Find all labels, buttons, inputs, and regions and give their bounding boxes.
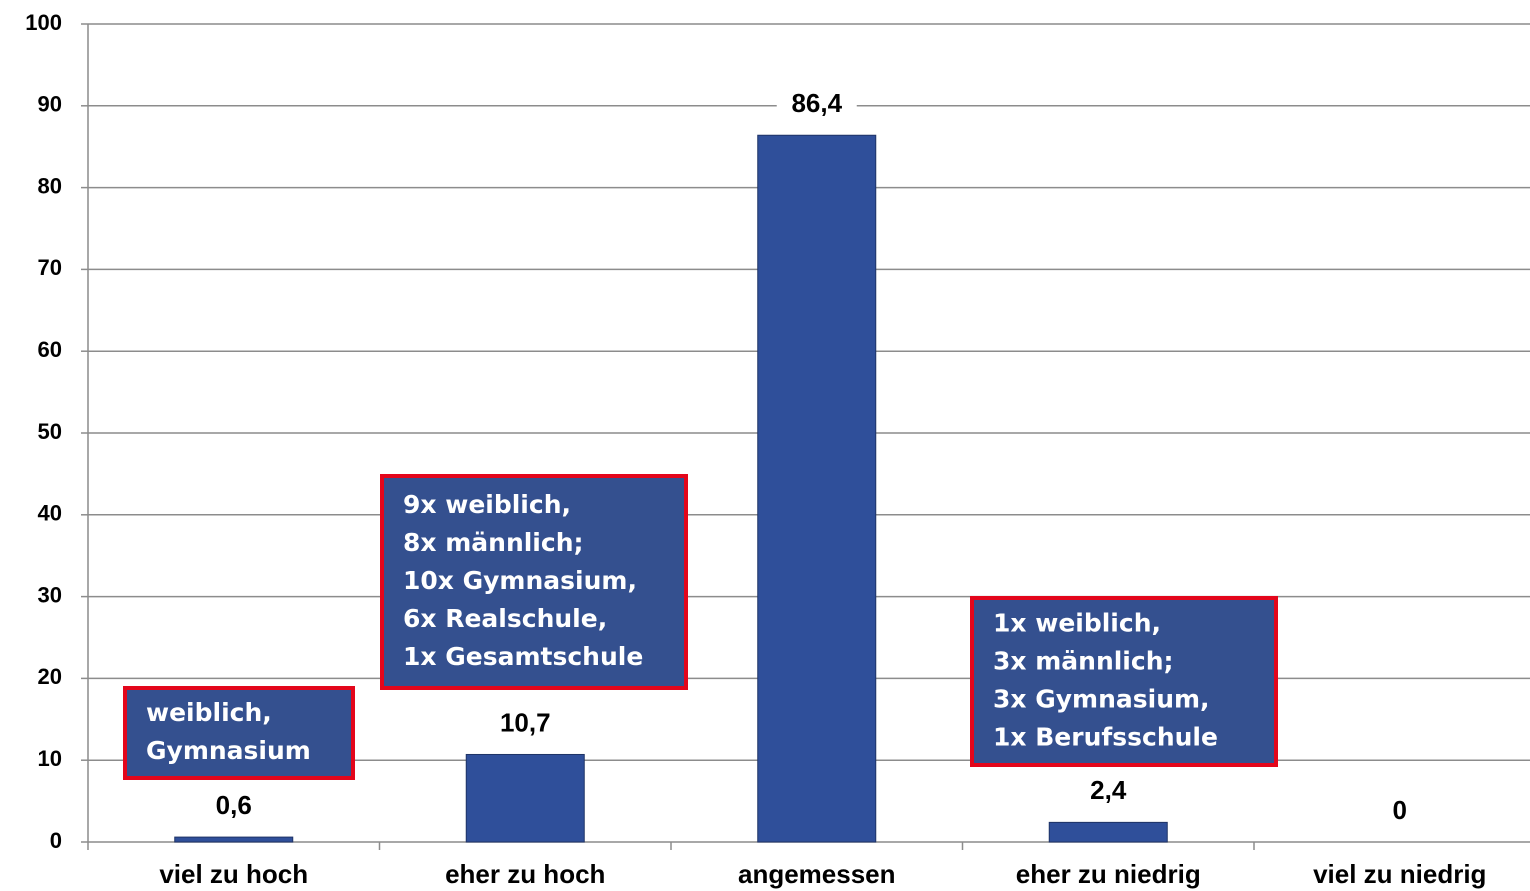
value-label-bg: [1359, 796, 1440, 828]
annotation-text: 10x Gymnasium,: [403, 566, 637, 595]
bar: [757, 134, 877, 843]
y-tick-label: 30: [38, 582, 62, 607]
y-tick-label: 60: [38, 337, 62, 362]
annotation-text: Gymnasium: [146, 736, 311, 765]
annotation-text: 1x Gesamtschule: [403, 642, 643, 671]
annotation-text: 3x Gymnasium,: [993, 685, 1210, 714]
value-label-bg: [193, 791, 274, 824]
annotation-text: weiblich,: [146, 698, 272, 727]
value-label: 0: [1393, 795, 1407, 825]
annotation-text: 3x männlich;: [993, 647, 1174, 676]
annotation-text: 1x Berufsschule: [993, 723, 1218, 752]
x-tick-label: angemessen: [738, 859, 896, 889]
annotation-box: [380, 474, 688, 690]
x-tick-label: viel zu niedrig: [1313, 859, 1486, 889]
x-tick-label: eher zu niedrig: [1016, 859, 1201, 889]
y-tick-label: 80: [38, 173, 62, 198]
bar: [465, 753, 585, 843]
annotation-text: 1x weiblich,: [993, 609, 1161, 638]
annotation-text: 6x Realschule,: [403, 604, 607, 633]
y-tick-label: 70: [38, 255, 62, 280]
value-label: 86,4: [791, 88, 842, 118]
bar: [174, 836, 294, 843]
y-tick-label: 0: [50, 828, 62, 853]
annotation-text: 9x weiblich,: [403, 490, 571, 519]
y-tick-label: 50: [38, 419, 62, 444]
y-tick-label: 40: [38, 501, 62, 526]
y-tick-label: 10: [38, 746, 62, 771]
y-tick-label: 100: [25, 10, 62, 35]
value-label: 10,7: [500, 707, 551, 737]
y-tick-label: 20: [38, 664, 62, 689]
x-tick-label: viel zu hoch: [159, 859, 308, 889]
bar: [1048, 821, 1168, 843]
value-label-bg: [776, 89, 857, 122]
x-tick-label: eher zu hoch: [445, 859, 605, 889]
annotation-text: 8x männlich;: [403, 528, 584, 557]
value-label: 0,6: [216, 790, 252, 820]
value-label: 2,4: [1090, 775, 1127, 805]
annotation-box: [123, 686, 355, 780]
value-label-bg: [1068, 776, 1149, 809]
annotation-box: [970, 596, 1278, 767]
value-label-bg: [485, 708, 566, 741]
y-tick-label: 90: [38, 92, 62, 117]
